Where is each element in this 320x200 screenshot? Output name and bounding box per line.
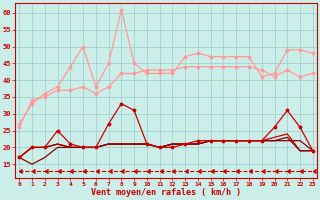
X-axis label: Vent moyen/en rafales ( km/h ): Vent moyen/en rafales ( km/h ) bbox=[91, 188, 241, 197]
